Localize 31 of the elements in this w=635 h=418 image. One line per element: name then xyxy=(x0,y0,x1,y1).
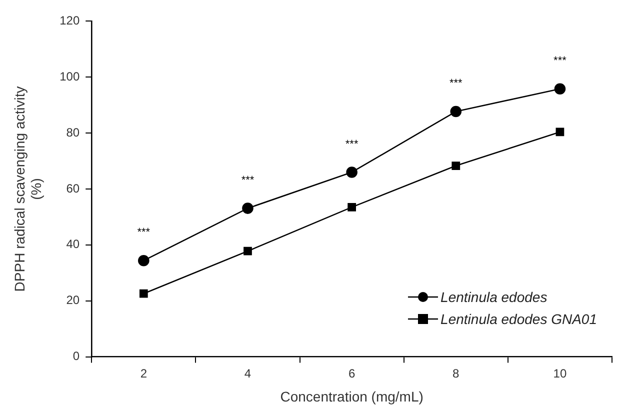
y-tick-label: 60 xyxy=(66,181,80,196)
x-axis-title: Concentration (mg/mL) xyxy=(280,388,424,404)
y-tick-label: 80 xyxy=(66,125,80,140)
point xyxy=(138,254,150,266)
annotation: *** xyxy=(554,54,568,67)
annotation: *** xyxy=(449,78,464,90)
y-tick-label: 0 xyxy=(72,349,80,364)
y-tick-label: 120 xyxy=(60,14,80,28)
x-tick-label: 4 xyxy=(244,366,252,380)
y-tick-label: 20 xyxy=(66,293,80,308)
legend-label: Lentinula edodes GNA01 xyxy=(440,311,597,327)
legend-label: Lentinula edodes xyxy=(440,289,548,305)
x-tick-label: 2 xyxy=(140,366,148,380)
point xyxy=(348,202,356,212)
y-tick-label: 100 xyxy=(60,69,80,84)
point xyxy=(450,106,462,118)
point xyxy=(242,202,254,214)
annotation: *** xyxy=(345,138,359,150)
point xyxy=(244,246,252,256)
point xyxy=(452,162,460,170)
x-tick-label: 6 xyxy=(348,366,356,380)
point xyxy=(139,289,148,298)
point xyxy=(346,166,358,178)
y-axis-title: DPPH radical scavenging activity (%) xyxy=(11,86,44,292)
point xyxy=(556,128,564,136)
x-tick-label: 10 xyxy=(553,366,567,380)
annotation: *** xyxy=(137,226,151,239)
y-tick-label: 40 xyxy=(66,237,80,252)
annotation: *** xyxy=(241,174,255,186)
x-tick-label: 8 xyxy=(452,366,460,380)
point xyxy=(554,83,566,95)
